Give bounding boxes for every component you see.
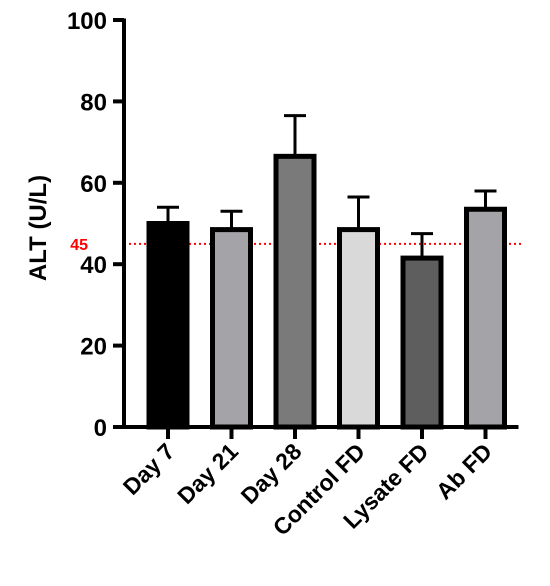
- reference-line-label: 45: [70, 237, 88, 254]
- bar: [146, 221, 190, 430]
- reference-line-layer: 45: [70, 237, 524, 254]
- bar: [400, 255, 444, 430]
- x-category-label: Ab FD: [431, 438, 497, 504]
- y-axis-title: ALT (U/L): [25, 175, 52, 281]
- y-tick-label: 100: [67, 8, 107, 35]
- y-tick-label: 20: [80, 334, 107, 361]
- bar: [210, 227, 253, 430]
- y-tick-label: 40: [80, 252, 107, 279]
- bar: [464, 206, 507, 430]
- x-category-label: Day 7: [118, 438, 180, 500]
- bar: [337, 227, 380, 430]
- y-tick-label: 0: [94, 415, 107, 442]
- bars-layer: [146, 114, 507, 430]
- y-tick-label: 80: [80, 89, 107, 116]
- x-category-label: Day 21: [172, 438, 243, 509]
- y-tick-label: 60: [80, 171, 107, 198]
- bar: [273, 153, 317, 430]
